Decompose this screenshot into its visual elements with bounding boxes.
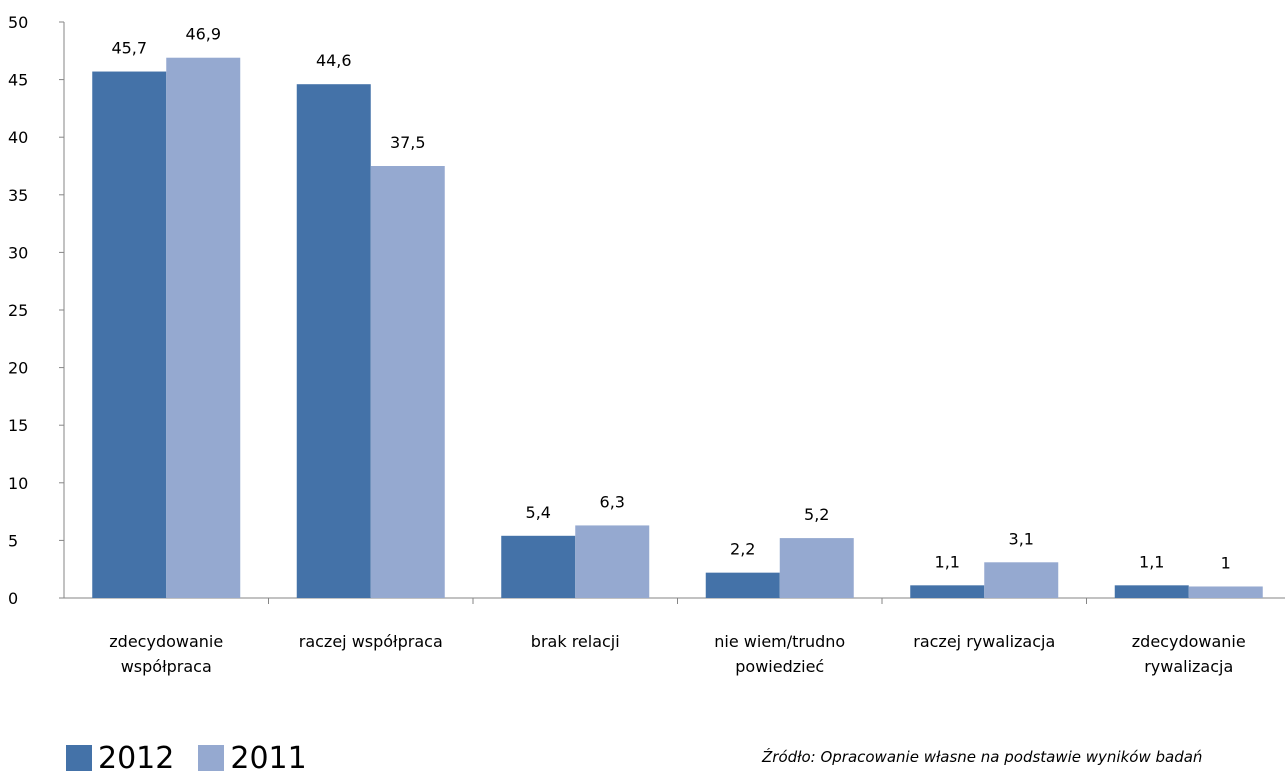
legend-swatch-2011 bbox=[198, 745, 225, 771]
data-label-2011: 37,5 bbox=[390, 133, 426, 152]
bar-2011 bbox=[370, 166, 445, 598]
y-tick-label: 15 bbox=[8, 416, 28, 435]
data-label-2012: 1,1 bbox=[935, 552, 960, 571]
data-label-2012: 1,1 bbox=[1139, 552, 1164, 571]
bar-2012 bbox=[705, 572, 780, 598]
x-tick-label: współpraca bbox=[121, 657, 212, 676]
data-label-2011: 1 bbox=[1221, 553, 1231, 572]
x-tick-label: powiedzieć bbox=[735, 657, 824, 676]
y-tick-label: 0 bbox=[8, 589, 18, 608]
y-tick-label: 25 bbox=[8, 301, 28, 320]
source-note: Źródło: Opracowanie własne na podstawie … bbox=[762, 748, 1203, 766]
x-tick-label: rywalizacja bbox=[1144, 657, 1233, 676]
data-label-2012: 2,2 bbox=[730, 540, 755, 559]
bar-2012 bbox=[910, 585, 985, 598]
data-label-2011: 46,9 bbox=[185, 25, 221, 44]
legend-label-2012: 2012 bbox=[98, 740, 175, 776]
data-label-2011: 5,2 bbox=[804, 505, 829, 524]
legend: 2012 2011 bbox=[66, 740, 331, 776]
bar-2011 bbox=[779, 538, 854, 598]
bar-2011 bbox=[984, 562, 1059, 598]
x-tick-label: raczej rywalizacja bbox=[913, 632, 1055, 651]
data-label-2012: 44,6 bbox=[316, 51, 352, 70]
bar-2011 bbox=[575, 525, 650, 598]
bar-2011 bbox=[166, 57, 241, 599]
legend-item-2012: 2012 bbox=[66, 741, 174, 776]
x-tick-label: zdecydowanie bbox=[109, 632, 223, 651]
data-label-2011: 6,3 bbox=[600, 492, 625, 511]
x-tick-label: raczej współpraca bbox=[299, 632, 443, 651]
y-tick-label: 20 bbox=[8, 359, 28, 378]
legend-item-2011: 2011 bbox=[198, 740, 307, 776]
legend-label-2011: 2011 bbox=[230, 740, 307, 776]
bar-2012 bbox=[501, 535, 576, 598]
y-tick-label: 50 bbox=[8, 13, 28, 32]
y-tick-label: 10 bbox=[8, 474, 28, 493]
bar-2012 bbox=[1114, 585, 1189, 598]
y-tick-label: 35 bbox=[8, 186, 28, 205]
bar-2012 bbox=[296, 84, 371, 598]
data-label-2012: 45,7 bbox=[111, 39, 147, 58]
bar-2012 bbox=[92, 71, 167, 598]
y-tick-label: 45 bbox=[8, 71, 28, 90]
x-tick-label: zdecydowanie bbox=[1132, 632, 1246, 651]
data-label-2012: 5,4 bbox=[526, 503, 551, 522]
y-tick-label: 30 bbox=[8, 243, 28, 262]
y-tick-label: 5 bbox=[8, 531, 18, 550]
bar-2011 bbox=[1188, 586, 1263, 598]
x-tick-label: brak relacji bbox=[531, 632, 620, 651]
data-label-2011: 3,1 bbox=[1009, 529, 1034, 548]
legend-swatch-2012 bbox=[66, 745, 92, 771]
x-tick-label: nie wiem/trudno bbox=[714, 632, 845, 651]
y-tick-label: 40 bbox=[8, 128, 28, 147]
